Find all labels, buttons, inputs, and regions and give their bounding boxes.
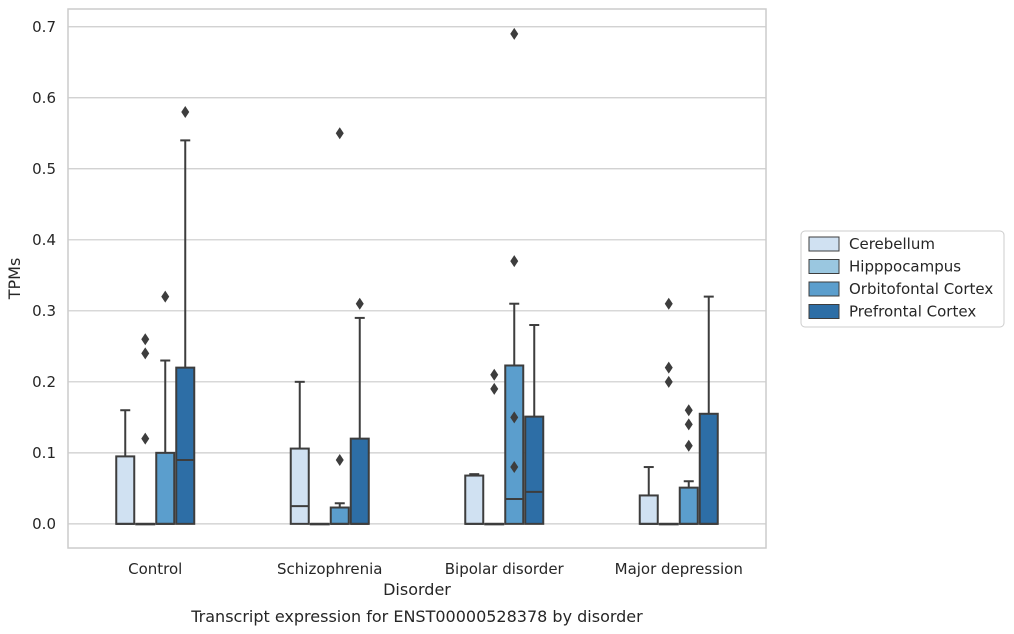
outlier-point bbox=[490, 382, 499, 395]
outlier-point bbox=[510, 27, 519, 40]
y-tick-label: 0.7 bbox=[32, 18, 56, 36]
outlier-point bbox=[510, 255, 519, 268]
legend-label: Hipppocampus bbox=[849, 258, 961, 276]
outlier-point bbox=[141, 333, 150, 346]
box-1-3 bbox=[349, 297, 370, 525]
legend-label: Cerebellum bbox=[849, 235, 935, 253]
y-axis-ticks: 0.0 0.1 0.2 0.3 0.4 0.5 0.6 0.7 bbox=[32, 18, 56, 533]
plot-frame bbox=[67, 8, 767, 549]
outlier-point bbox=[510, 461, 519, 474]
x-tick-label: Control bbox=[128, 560, 182, 578]
y-tick-label: 0.2 bbox=[32, 373, 56, 391]
legend-swatch bbox=[808, 236, 840, 252]
box-iqr bbox=[155, 451, 176, 525]
box-0-0 bbox=[115, 409, 136, 525]
outlier-point bbox=[684, 418, 693, 431]
outlier-point bbox=[664, 297, 673, 310]
box-1-0 bbox=[289, 380, 310, 525]
legend-swatch bbox=[808, 259, 840, 274]
box-iqr bbox=[115, 455, 136, 525]
outlier-point bbox=[181, 105, 190, 118]
gridlines bbox=[68, 26, 766, 525]
legend: Cerebellum Hipppocampus Orbitofontal Corte… bbox=[800, 230, 1005, 328]
outlier-point bbox=[664, 375, 673, 388]
legend-item: Prefrontal Cortex bbox=[808, 303, 976, 321]
y-tick-label: 0.5 bbox=[32, 160, 56, 178]
box-3-0 bbox=[638, 466, 659, 525]
y-tick-label: 0.6 bbox=[32, 89, 56, 107]
box-iqr bbox=[329, 506, 350, 525]
outlier-point bbox=[141, 432, 150, 445]
box-iqr bbox=[289, 447, 310, 525]
box-iqr bbox=[349, 437, 370, 525]
outlier-point bbox=[510, 411, 519, 424]
outlier-point bbox=[684, 404, 693, 417]
legend-swatch bbox=[808, 304, 840, 319]
box-0-2 bbox=[155, 290, 176, 525]
box-1-2 bbox=[329, 127, 350, 525]
box-3-3 bbox=[698, 295, 719, 525]
outlier-point bbox=[355, 297, 364, 310]
x-tick-label: Major depression bbox=[615, 560, 743, 578]
box-2-3 bbox=[524, 324, 545, 525]
y-tick-label: 0.1 bbox=[32, 444, 56, 462]
outlier-point bbox=[335, 453, 344, 466]
legend-label: Prefrontal Cortex bbox=[849, 303, 976, 321]
outlier-point bbox=[141, 347, 150, 360]
box-iqr bbox=[698, 412, 719, 525]
box-2-0 bbox=[464, 473, 485, 525]
legend-frame bbox=[800, 230, 1005, 328]
box-iqr bbox=[638, 494, 659, 525]
x-tick-label: Schizophrenia bbox=[277, 560, 382, 578]
outlier-point bbox=[664, 361, 673, 374]
box-2-1 bbox=[484, 368, 505, 526]
box-iqr bbox=[464, 474, 485, 525]
box-2-2 bbox=[504, 27, 525, 525]
y-tick-label: 0.3 bbox=[32, 302, 56, 320]
legend-swatch bbox=[808, 281, 840, 297]
legend-label: Orbitofontal Cortex bbox=[849, 280, 993, 298]
x-axis-ticks: Control Schizophrenia Bipolar disorder Majo… bbox=[128, 560, 743, 578]
legend-item: Hipppocampus bbox=[808, 258, 961, 276]
x-axis-label: Disorder bbox=[383, 580, 451, 599]
box-1-1 bbox=[309, 522, 330, 526]
box-iqr bbox=[678, 486, 699, 525]
box-iqr bbox=[504, 364, 525, 525]
outlier-point bbox=[335, 127, 344, 140]
y-axis-label: TPMs bbox=[5, 258, 24, 301]
box-3-2 bbox=[678, 404, 699, 525]
box-3-1 bbox=[658, 297, 679, 526]
y-tick-label: 0.0 bbox=[32, 515, 56, 533]
x-tick-label: Bipolar disorder bbox=[445, 560, 565, 578]
legend-item: Orbitofontal Cortex bbox=[808, 280, 993, 298]
box-0-1 bbox=[135, 333, 156, 526]
box-plot-groups bbox=[115, 27, 719, 526]
box-iqr bbox=[524, 415, 545, 525]
outlier-point bbox=[490, 368, 499, 381]
chart-caption: Transcript expression for ENST0000052837… bbox=[190, 607, 643, 626]
y-tick-label: 0.4 bbox=[32, 231, 56, 249]
box-0-3 bbox=[175, 105, 196, 525]
outlier-point bbox=[161, 290, 170, 303]
outlier-point bbox=[684, 439, 693, 452]
legend-item: Cerebellum bbox=[808, 235, 935, 253]
box-iqr bbox=[175, 366, 196, 525]
